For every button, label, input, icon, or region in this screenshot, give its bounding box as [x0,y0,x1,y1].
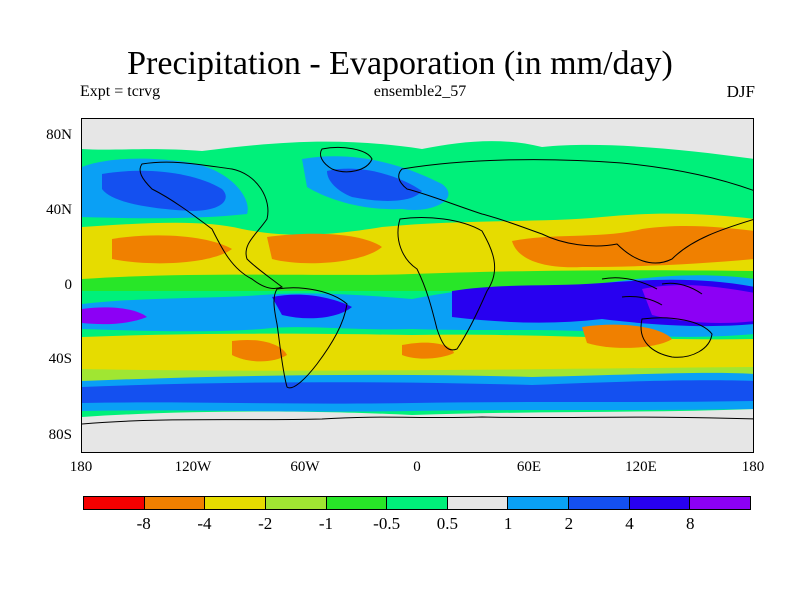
colorbar-cell [387,497,448,509]
coastlines [82,146,753,425]
chart-title: Precipitation - Evaporation (in mm/day) [127,45,673,82]
x-tick-120e: 120E [625,459,657,475]
colorbar-cell [569,497,630,509]
colorbar-cell [265,497,327,509]
precip-evap-map [82,119,753,452]
greenland-coast [319,146,373,173]
north-pacific-darkblue [102,170,226,211]
y-tick-0: 0 [64,277,73,293]
experiment-label: Expt = tcrvg [80,83,161,100]
eurasia-coast [398,159,753,264]
north-america-coast [139,161,283,290]
colorbar-cell [205,497,266,509]
ensemble-label: ensemble2_57 [373,83,467,100]
colorbar-cell [326,497,388,509]
east-pacific-purple [82,307,147,325]
x-tick-120w: 120W [174,459,212,475]
colorbar-label: 0.5 [436,514,458,533]
arctic-gray-region [82,119,753,159]
pacific-orange [112,235,232,264]
colorbar-cell [447,497,509,509]
southern-ocean-darkblue [82,380,753,404]
y-tick-40s: 40S [48,351,72,367]
map-plot-area [81,118,754,453]
arabian-orange [512,225,753,268]
colorbar-cell [508,497,570,509]
x-tick-180w: 180 [69,459,93,475]
x-tick-0: 0 [413,459,421,475]
y-tick-80n: 80N [46,127,72,143]
australia-coast [640,317,713,358]
colorbar-label: -0.5 [373,514,401,533]
south-america-darkblue [272,294,352,319]
colorbar-label: -8 [136,514,151,533]
colorbar-label: 1 [503,514,513,533]
south-pacific-orange [232,339,287,362]
colorbar-cell [84,497,145,509]
colorbar-label: -1 [318,514,333,533]
maritime-continent-coast [601,277,703,306]
colorbar-label: -4 [197,514,212,533]
x-tick-180e: 180 [741,459,765,475]
south-indian-orange [582,324,672,348]
antarctica-gray [82,409,753,452]
colorbar-label: -2 [258,514,273,533]
south-atlantic-orange [402,342,454,359]
colorbar-cell [144,497,206,509]
x-tick-60e: 60E [516,459,542,475]
west-pacific-purple [642,285,753,323]
colorbar-cell [629,497,691,509]
x-tick-60w: 60W [290,459,320,475]
season-label: DJF [726,82,755,101]
y-tick-80s: 80S [48,427,72,443]
colorbar-label: 4 [625,514,634,533]
north-atlantic-darkblue [327,168,422,201]
colorbar-label: 8 [686,514,695,533]
y-tick-40n: 40N [46,202,72,218]
colorbar-label: 2 [564,514,574,533]
africa-coast [397,217,496,351]
south-america-coast [273,287,348,389]
atlantic-orange [267,233,382,264]
contour-fields [82,119,753,452]
colorbar [83,496,751,510]
antarctica-coast [82,416,753,425]
colorbar-cell [690,497,751,509]
